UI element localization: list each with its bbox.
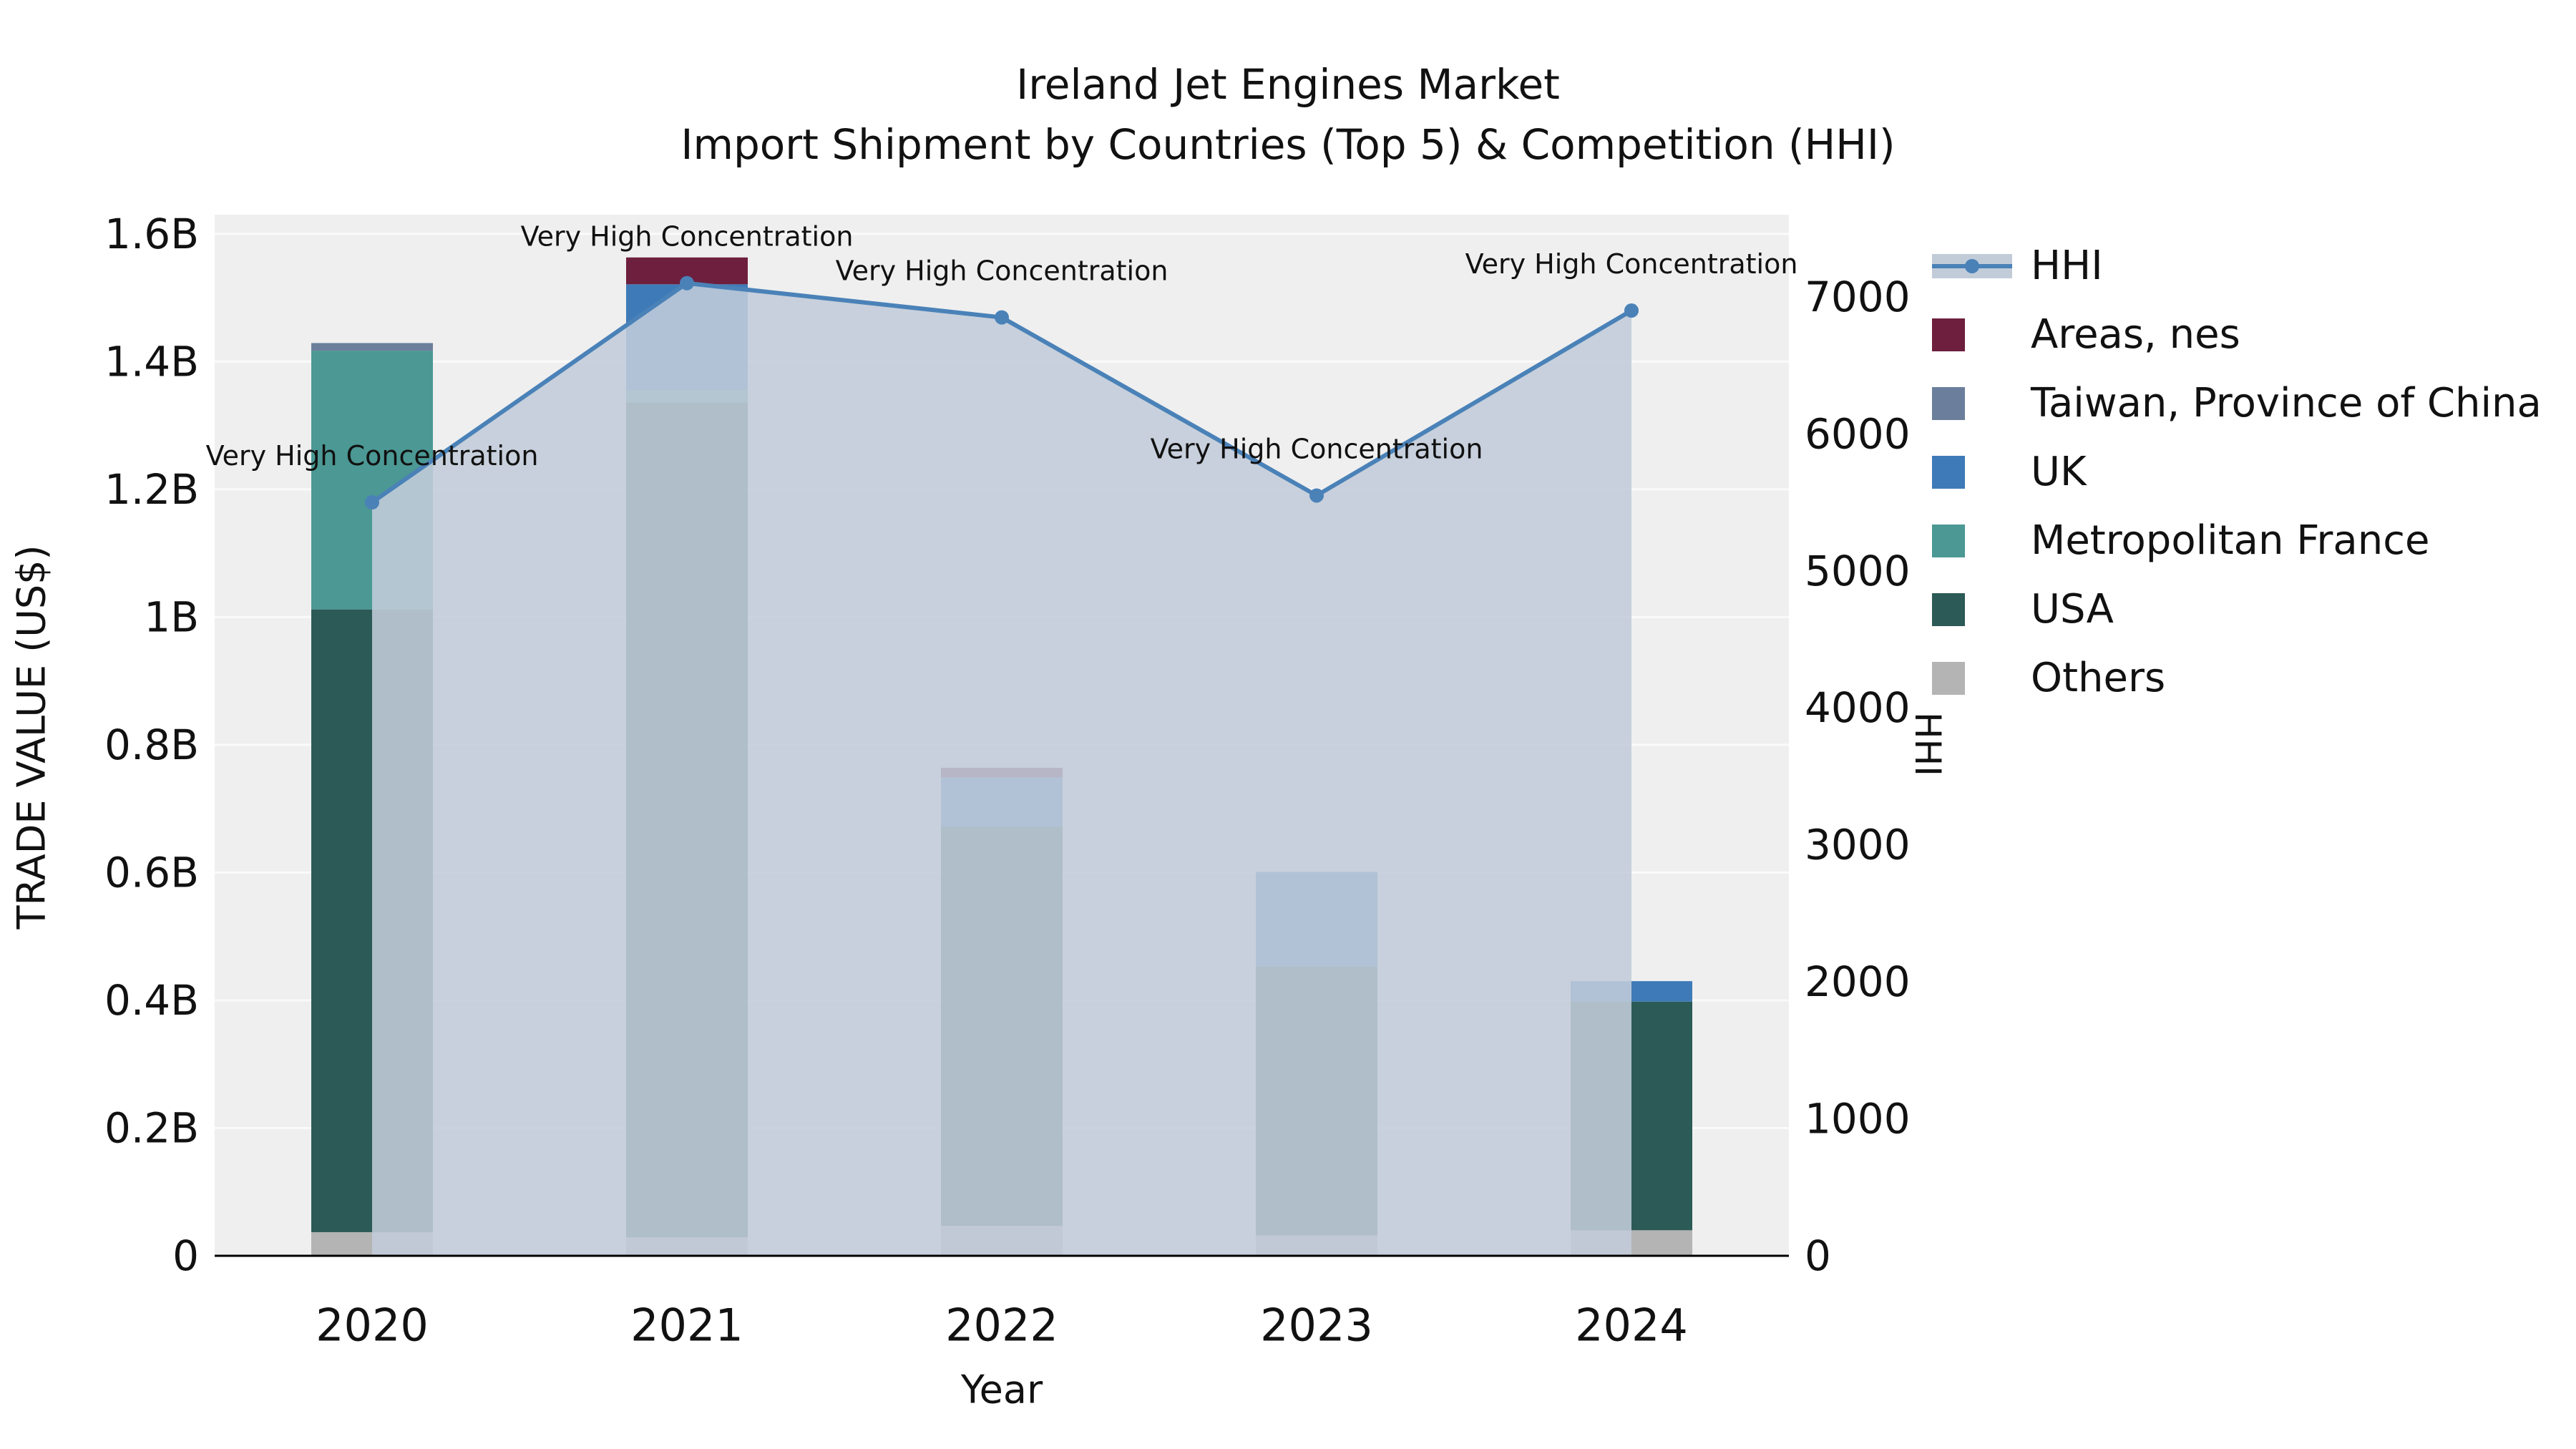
chart-subtitle: Import Shipment by Countries (Top 5) & C… (680, 120, 1896, 169)
legend-item-areas-nes: Areas, nes (1932, 311, 2542, 359)
bar-segment-taiwan-province-of-china-2020 (311, 343, 433, 351)
legend: HHI Areas, nes Taiwan, Province of China UK… (1932, 242, 2542, 703)
left-tick-1.6B: 1.6B (104, 210, 199, 258)
hhi-marker-2024 (1624, 303, 1639, 318)
right-tick-0: 0 (1805, 1231, 1831, 1280)
legend-label: Metropolitan France (2031, 517, 2430, 564)
hhi-area-fill (372, 283, 1631, 1257)
legend-color-swatch-icon (1932, 662, 1965, 695)
x-axis-label: Year (960, 1367, 1043, 1413)
legend-swatch-box (1932, 593, 2012, 626)
legend-label: USA (2031, 586, 2114, 633)
legend-swatch-box (1932, 525, 2012, 557)
chart-title: Ireland Jet Engines Market (1016, 60, 1560, 109)
y-axis-label-right: HHI (1907, 712, 1948, 776)
right-tick-1000: 1000 (1805, 1095, 1911, 1143)
right-tick-7000: 7000 (1805, 273, 1911, 321)
legend-swatch-box (1932, 254, 2012, 278)
right-tick-4000: 4000 (1805, 683, 1911, 732)
legend-swatch-box (1932, 662, 2012, 695)
x-tick-2023: 2023 (1260, 1299, 1373, 1351)
x-tick-2020: 2020 (316, 1299, 429, 1351)
legend-label: Taiwan, Province of China (2031, 380, 2542, 426)
legend-color-swatch-icon (1932, 593, 1965, 626)
legend-item-usa: USA (1932, 585, 2542, 634)
x-tick-2022: 2022 (945, 1299, 1058, 1351)
legend-label: Areas, nes (2031, 311, 2240, 358)
hhi-marker-2022 (995, 310, 1009, 325)
left-tick-0.2B: 0.2B (104, 1103, 199, 1152)
left-tick-0.4B: 0.4B (104, 976, 199, 1025)
hhi-marker-2020 (365, 495, 379, 510)
y-axis-label-left: TRADE VALUE (US$) (9, 545, 54, 930)
x-tick-2024: 2024 (1575, 1299, 1688, 1351)
legend-item-others: Others (1932, 654, 2542, 703)
annotation-2024: Very High Concentration (1465, 248, 1798, 280)
annotation-2020: Very High Concentration (206, 440, 539, 472)
x-tick-2021: 2021 (630, 1299, 743, 1351)
right-tick-5000: 5000 (1805, 547, 1911, 595)
left-tick-1B: 1B (144, 592, 199, 641)
right-tick-2000: 2000 (1805, 957, 1911, 1006)
right-tick-6000: 6000 (1805, 409, 1911, 458)
legend-item-taiwan-province-of-china: Taiwan, Province of China (1932, 379, 2542, 428)
legend-item-hhi: HHI (1932, 242, 2542, 291)
left-tick-1.2B: 1.2B (104, 465, 199, 514)
legend-label: Others (2031, 655, 2166, 701)
left-tick-0.8B: 0.8B (104, 721, 199, 769)
hhi-line-marker (1965, 259, 1979, 273)
right-tick-3000: 3000 (1805, 821, 1911, 869)
left-tick-0: 0 (172, 1231, 199, 1280)
annotation-2023: Very High Concentration (1151, 433, 1483, 464)
legend-color-swatch-icon (1932, 456, 1965, 489)
legend-color-swatch-icon (1932, 318, 1965, 351)
left-tick-1.4B: 1.4B (104, 337, 199, 386)
legend-swatch-box (1932, 387, 2012, 420)
legend-item-uk: UK (1932, 448, 2542, 497)
hhi-line-swatch-icon (1932, 254, 2012, 278)
legend-swatch-box (1932, 318, 2012, 351)
left-tick-0.6B: 0.6B (104, 848, 199, 897)
legend-color-swatch-icon (1932, 525, 1965, 557)
legend-swatch-box (1932, 456, 2012, 489)
hhi-marker-2021 (680, 275, 694, 291)
hhi-marker-2023 (1309, 488, 1324, 503)
legend-item-metropolitan-france: Metropolitan France (1932, 517, 2542, 565)
legend-color-swatch-icon (1932, 387, 1965, 420)
annotation-2021: Very High Concentration (521, 221, 854, 253)
legend-label: UK (2031, 449, 2087, 495)
annotation-2022: Very High Concentration (836, 255, 1169, 287)
legend-label: HHI (2031, 243, 2103, 289)
